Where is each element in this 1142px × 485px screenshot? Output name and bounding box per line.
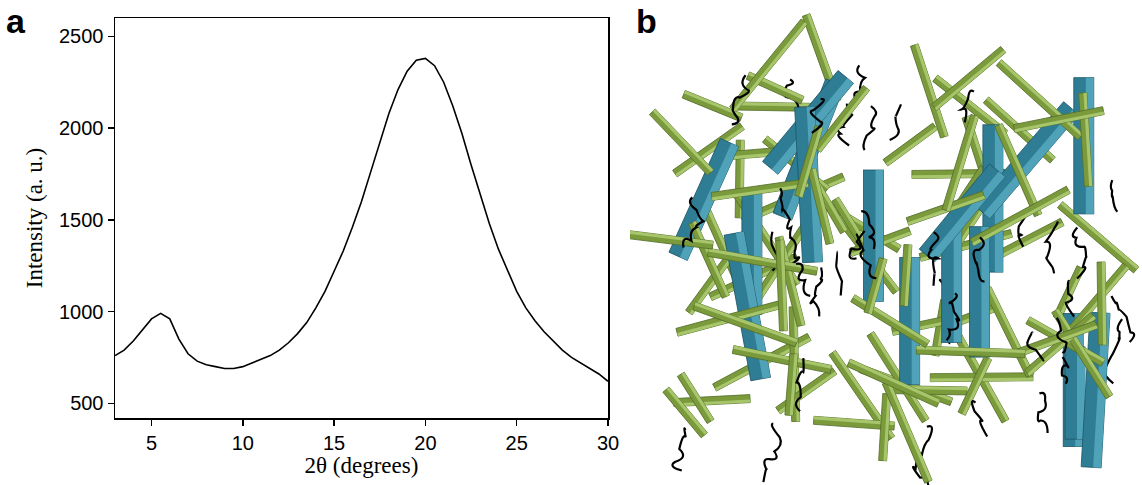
svg-text:10: 10 (232, 432, 254, 454)
svg-text:2θ (degrees): 2θ (degrees) (305, 454, 419, 479)
svg-text:2000: 2000 (59, 117, 104, 139)
svg-text:2500: 2500 (59, 25, 104, 47)
svg-text:500: 500 (70, 392, 103, 414)
svg-text:30: 30 (597, 432, 619, 454)
svg-text:1500: 1500 (59, 209, 104, 231)
svg-text:Intensity (a. u.): Intensity (a. u.) (22, 148, 47, 289)
svg-text:25: 25 (506, 432, 528, 454)
html-text:b: b (636, 2, 657, 40)
html-text:a: a (6, 2, 25, 40)
svg-text:20: 20 (414, 432, 436, 454)
svg-text:5: 5 (146, 432, 157, 454)
svg-text:1000: 1000 (59, 301, 104, 323)
svg-text:15: 15 (323, 432, 345, 454)
